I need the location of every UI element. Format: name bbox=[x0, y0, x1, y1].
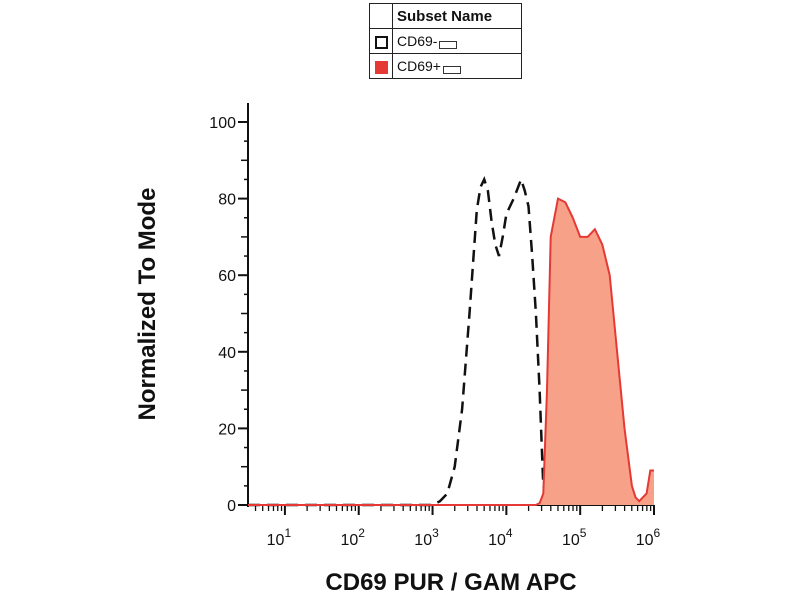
x-axis-label: CD69 PUR / GAM APC bbox=[325, 569, 576, 596]
labels-layer: Normalized To Mode CD69 PUR / GAM APC bbox=[134, 188, 577, 596]
y-axis-label: Normalized To Mode bbox=[134, 188, 161, 421]
legend: Subset Name CD69- CD69+ bbox=[369, 3, 522, 79]
series-layer bbox=[248, 175, 654, 507]
series-area-cd69-pos bbox=[248, 198, 654, 505]
x-tick-label: 102 bbox=[340, 526, 365, 549]
legend-label: CD69+ bbox=[397, 58, 441, 74]
legend-header-row: Subset Name bbox=[369, 3, 522, 29]
x-tick-label: 105 bbox=[562, 526, 587, 549]
legend-header: Subset Name bbox=[392, 3, 522, 29]
x-tick-label: 104 bbox=[488, 526, 513, 549]
axes-layer: 0 20 40 60 80 100 101 102 103 104 105 106 bbox=[209, 103, 661, 549]
y-tick-label: 40 bbox=[218, 345, 236, 362]
legend-swatch-open bbox=[374, 35, 388, 49]
legend-mini-box-icon bbox=[439, 41, 458, 49]
y-tick-label: 100 bbox=[209, 115, 236, 132]
x-tick-label: 103 bbox=[414, 526, 439, 549]
legend-header-blank bbox=[369, 3, 393, 29]
x-tick-label: 106 bbox=[636, 526, 661, 549]
y-tick-label: 60 bbox=[218, 268, 236, 285]
legend-mini-box-icon bbox=[442, 66, 461, 74]
series-line-cd69-pos bbox=[248, 197, 654, 506]
y-tick-label: 80 bbox=[218, 192, 236, 209]
legend-label: CD69- bbox=[397, 33, 438, 49]
legend-row-cd69-pos: CD69+ bbox=[369, 53, 522, 79]
legend-row-cd69-neg: CD69- bbox=[369, 28, 522, 54]
y-tick-label: 0 bbox=[227, 498, 236, 515]
x-tick-label: 101 bbox=[267, 526, 292, 549]
y-tick-label: 20 bbox=[218, 421, 236, 438]
series-line-cd69-neg bbox=[248, 175, 555, 507]
legend-swatch-filled bbox=[374, 60, 388, 74]
